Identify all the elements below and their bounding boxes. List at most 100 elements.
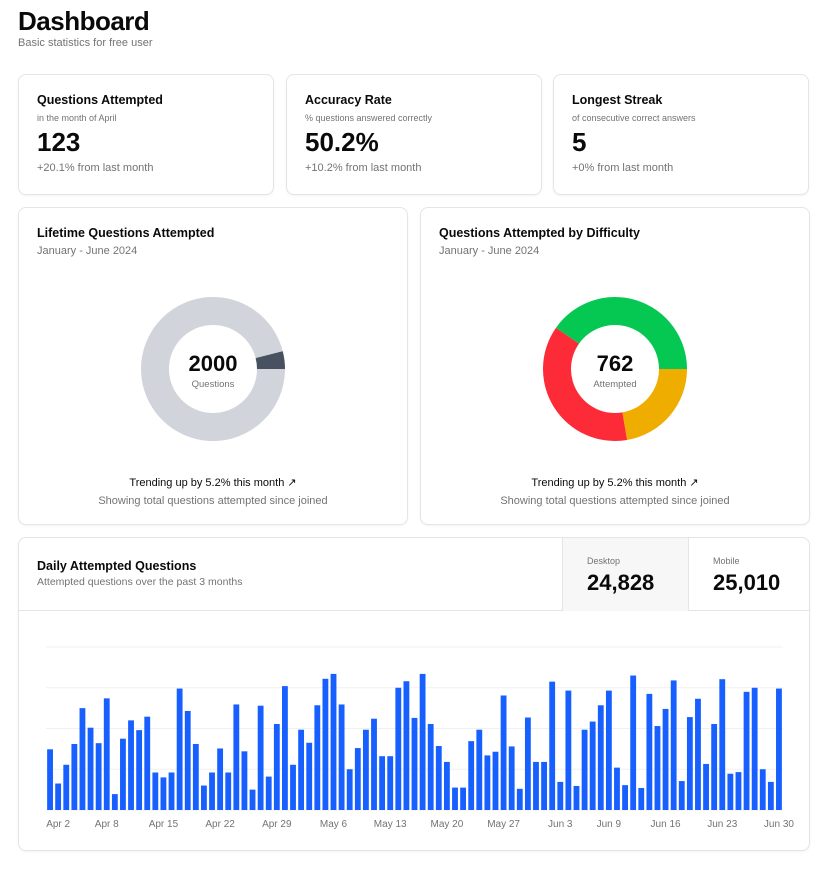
- donut-slice-1: [622, 369, 687, 440]
- bar[interactable]: [233, 704, 240, 810]
- bar[interactable]: [184, 710, 191, 810]
- bar[interactable]: [549, 681, 556, 810]
- mobile-toggle[interactable]: Mobile 25,010: [688, 538, 810, 611]
- bar[interactable]: [662, 708, 669, 810]
- bar[interactable]: [403, 681, 410, 810]
- bar[interactable]: [452, 787, 458, 810]
- bar[interactable]: [776, 688, 782, 810]
- bar[interactable]: [589, 721, 596, 810]
- bar[interactable]: [686, 717, 693, 810]
- bar[interactable]: [249, 789, 256, 810]
- bar[interactable]: [476, 729, 483, 810]
- bar[interactable]: [387, 756, 394, 810]
- bar[interactable]: [751, 687, 758, 810]
- bar[interactable]: [338, 704, 345, 810]
- bar[interactable]: [557, 781, 564, 810]
- bar[interactable]: [678, 781, 685, 810]
- desktop-toggle[interactable]: Desktop 24,828: [562, 538, 688, 611]
- bar[interactable]: [63, 764, 70, 810]
- bar[interactable]: [727, 773, 734, 810]
- bar[interactable]: [55, 783, 62, 810]
- bar[interactable]: [516, 788, 523, 810]
- bar[interactable]: [460, 787, 467, 810]
- bar[interactable]: [638, 787, 645, 810]
- bar[interactable]: [362, 729, 369, 810]
- bar[interactable]: [395, 687, 402, 810]
- bar[interactable]: [111, 794, 118, 810]
- bar[interactable]: [743, 691, 750, 810]
- bar[interactable]: [209, 772, 215, 810]
- bar[interactable]: [411, 717, 418, 810]
- card-range: January - June 2024: [37, 245, 138, 257]
- bar[interactable]: [508, 746, 515, 810]
- bar[interactable]: [427, 724, 434, 810]
- bar[interactable]: [176, 688, 183, 810]
- bar[interactable]: [257, 705, 264, 810]
- bar[interactable]: [533, 761, 539, 810]
- bar[interactable]: [144, 716, 151, 810]
- card-title: Lifetime Questions Attempted: [37, 226, 215, 240]
- bar[interactable]: [614, 767, 620, 810]
- bar[interactable]: [468, 741, 475, 810]
- bar[interactable]: [71, 743, 78, 810]
- bar[interactable]: [719, 679, 726, 810]
- bar[interactable]: [670, 680, 677, 810]
- bar[interactable]: [282, 686, 288, 810]
- bar[interactable]: [711, 724, 718, 810]
- bar[interactable]: [120, 738, 126, 810]
- bar[interactable]: [419, 673, 426, 810]
- bar[interactable]: [622, 785, 628, 810]
- bar[interactable]: [565, 690, 572, 810]
- bar[interactable]: [306, 742, 313, 810]
- bar[interactable]: [541, 761, 547, 810]
- bar[interactable]: [695, 698, 701, 810]
- bar[interactable]: [265, 776, 272, 810]
- bar[interactable]: [597, 705, 604, 810]
- bar[interactable]: [273, 724, 280, 810]
- bar[interactable]: [192, 743, 199, 810]
- bar[interactable]: [735, 772, 742, 810]
- bar[interactable]: [87, 727, 94, 810]
- bar[interactable]: [160, 777, 167, 810]
- bar[interactable]: [103, 698, 110, 810]
- bar[interactable]: [703, 763, 709, 810]
- bar[interactable]: [354, 748, 361, 810]
- bar[interactable]: [346, 769, 353, 810]
- bar[interactable]: [128, 720, 134, 810]
- bar[interactable]: [500, 695, 507, 810]
- bar[interactable]: [290, 764, 296, 810]
- bar[interactable]: [241, 751, 248, 810]
- bar[interactable]: [767, 781, 774, 810]
- bar[interactable]: [759, 769, 766, 810]
- bar[interactable]: [379, 756, 386, 810]
- bar[interactable]: [654, 726, 661, 810]
- stat-value: 50.2%: [305, 127, 379, 157]
- bar[interactable]: [152, 772, 159, 810]
- bar[interactable]: [484, 755, 491, 810]
- bar[interactable]: [435, 746, 442, 810]
- bar[interactable]: [524, 717, 531, 810]
- bar[interactable]: [314, 705, 321, 810]
- bar[interactable]: [330, 673, 337, 810]
- bar[interactable]: [443, 761, 450, 810]
- bar[interactable]: [298, 729, 305, 810]
- bar[interactable]: [136, 730, 143, 810]
- bar[interactable]: [225, 772, 232, 810]
- bar[interactable]: [322, 678, 329, 810]
- bar[interactable]: [201, 785, 207, 810]
- bar[interactable]: [168, 772, 175, 810]
- bar[interactable]: [630, 675, 637, 810]
- daily-bar-chart: Apr 2 Apr 8 Apr 15 Apr 22 Apr 29 May 6 May 13 M…: [46, 646, 794, 830]
- bar[interactable]: [492, 751, 499, 810]
- desktop-value: 24,828: [587, 570, 655, 595]
- bar[interactable]: [79, 708, 86, 810]
- bar[interactable]: [573, 785, 580, 810]
- bar[interactable]: [605, 690, 612, 810]
- bar[interactable]: [47, 749, 53, 810]
- bar[interactable]: [646, 693, 653, 810]
- bar[interactable]: [581, 729, 588, 810]
- bar[interactable]: [95, 743, 102, 810]
- bar[interactable]: [371, 718, 377, 810]
- bar[interactable]: [217, 748, 224, 810]
- page-subtitle: Basic statistics for free user: [18, 37, 153, 49]
